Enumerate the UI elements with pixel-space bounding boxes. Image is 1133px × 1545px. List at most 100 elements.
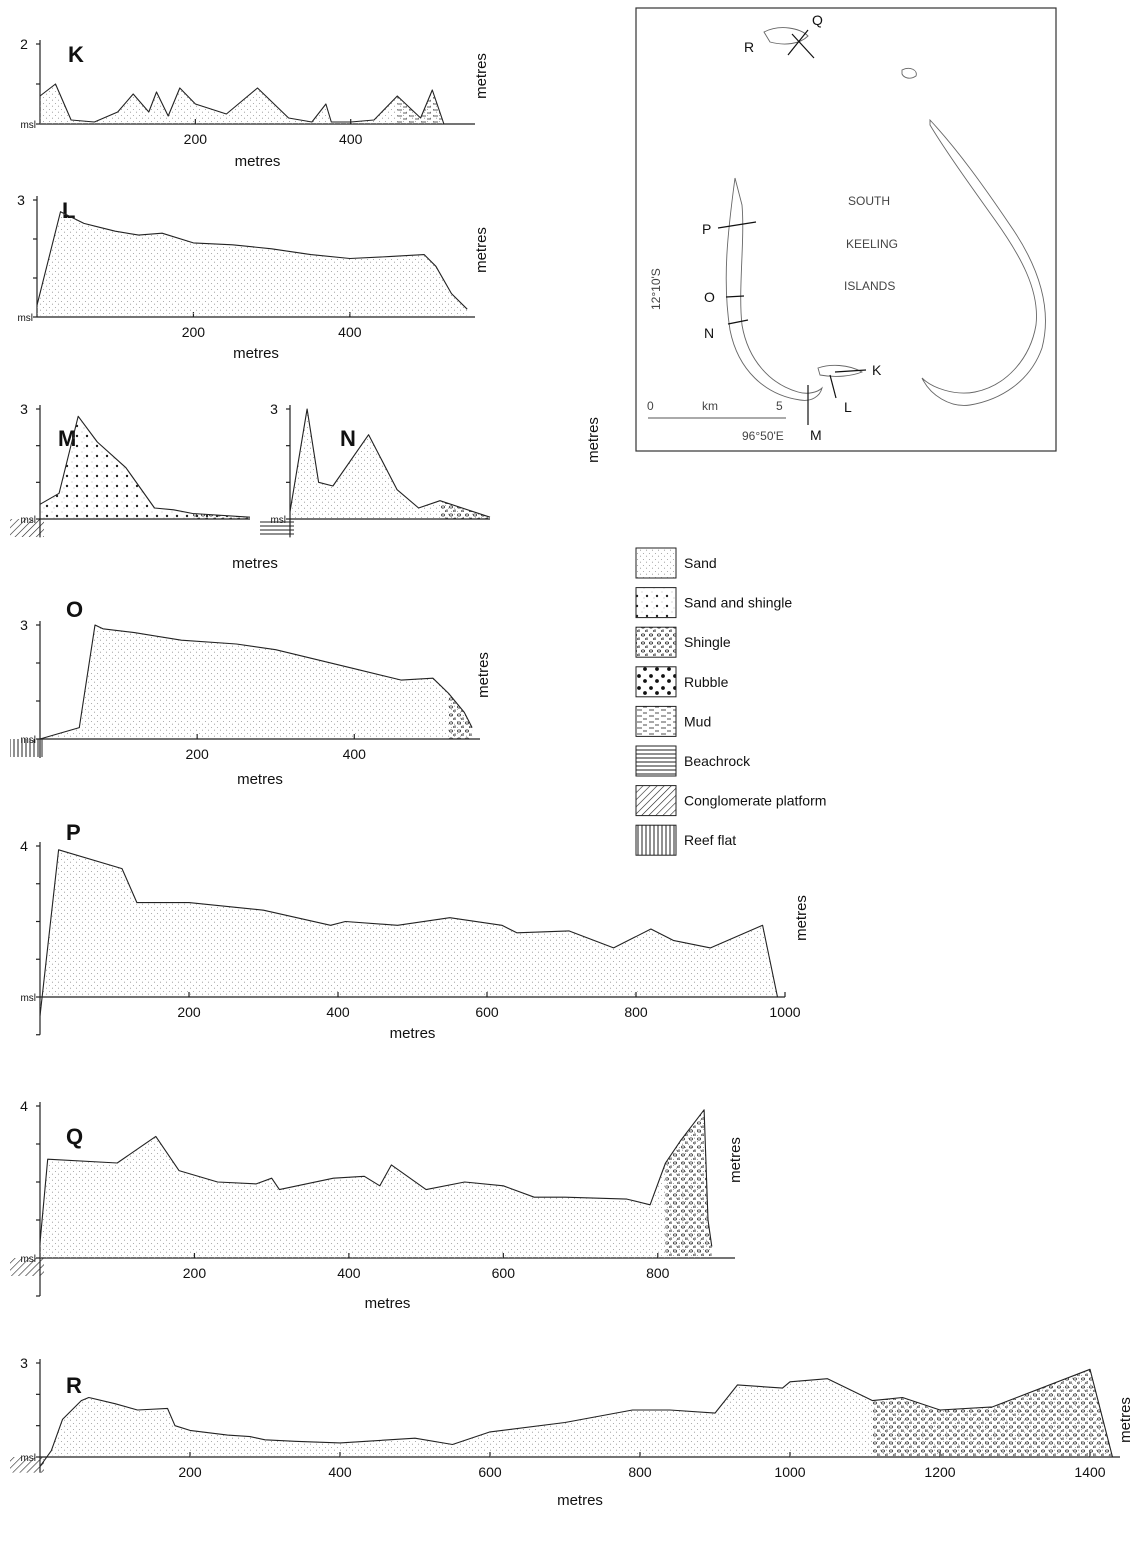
transect-label-m: M	[810, 427, 822, 443]
sediment-fill	[290, 409, 490, 519]
x-tick-label: 600	[478, 1464, 502, 1480]
legend-swatch	[635, 785, 677, 817]
x-axis-label: metres	[235, 153, 281, 170]
profile-letter: K	[68, 42, 84, 67]
legend-item-sand-shingle: Sand and shingle	[635, 587, 792, 619]
legend-swatch	[635, 705, 677, 737]
profile-n: 3mslmetresN	[260, 401, 602, 538]
substrate-fill	[10, 1258, 44, 1276]
y-tick-label: 3	[270, 401, 278, 417]
legend-label: Reef flat	[684, 832, 736, 848]
profile-line	[39, 415, 251, 518]
map-latitude: 12°10'S	[649, 268, 663, 310]
profile-p: 4 msl 200 400 600 800 1000 metres metres P	[20, 820, 810, 1042]
x-tick-label: 200	[178, 1464, 202, 1480]
legend-item-beachrock: Beachrock	[635, 745, 751, 777]
x-tick-label: 800	[628, 1464, 652, 1480]
map-scale-end: 5	[776, 399, 783, 413]
y-tick-label: 3	[20, 617, 28, 633]
legend-item-reef-flat: Reef flat	[635, 824, 736, 856]
profile-m: 3mslmetresM	[10, 401, 278, 572]
profile-letter: Q	[66, 1124, 83, 1149]
y-axis-label: metres	[585, 417, 602, 463]
substrate-fill	[10, 519, 44, 537]
transect-line-p	[717, 221, 757, 229]
sediment-fill-secondary	[397, 90, 444, 124]
sediment-fill	[40, 416, 250, 519]
map-island-outline	[817, 364, 864, 377]
map-island-outline	[725, 177, 823, 401]
transect-line-o	[725, 295, 745, 298]
transect-label-r: R	[744, 39, 754, 55]
legend-label: Mud	[684, 713, 711, 729]
x-axis-label: metres	[390, 1025, 436, 1042]
profile-line	[39, 1368, 1114, 1467]
legend-label: Shingle	[684, 634, 731, 650]
transect-label-o: O	[704, 289, 715, 305]
x-tick-label: 400	[343, 746, 367, 762]
substrate-fill	[260, 519, 294, 537]
sediment-fill-secondary	[665, 1109, 712, 1258]
sediment-fill	[40, 625, 473, 739]
sediment-fill	[37, 211, 468, 317]
transect-line-q	[787, 29, 809, 56]
legend: Sand Sand and shingle Shingle Rubble Mud Beac…	[635, 547, 826, 856]
legend-item-sand: Sand	[635, 547, 717, 579]
legend-label: Sand	[684, 555, 717, 571]
y-axis-label: metres	[475, 652, 492, 698]
map-island-outline	[921, 118, 1046, 406]
legend-item-mud: Mud	[635, 705, 711, 737]
profile-line	[36, 211, 468, 310]
legend-swatch	[635, 587, 677, 619]
y-tick-label: 3	[20, 401, 28, 417]
sediment-fill	[40, 84, 444, 124]
y-tick-label: 4	[20, 838, 28, 854]
x-tick-label: 800	[646, 1265, 670, 1281]
substrate-fill	[10, 739, 44, 757]
transect-label-k: K	[872, 362, 882, 378]
y-tick-label: 4	[20, 1098, 28, 1114]
profile-k: 2 msl 200 400 metres metres K	[20, 36, 490, 170]
x-tick-label: 400	[328, 1464, 352, 1480]
transect-line-n	[727, 319, 749, 325]
profile-letter: N	[340, 426, 356, 451]
sediment-fill-secondary	[448, 693, 473, 739]
profile-letter: P	[66, 820, 81, 845]
sediment-fill	[40, 849, 778, 1016]
x-tick-label: 800	[624, 1004, 648, 1020]
msl-label: msl	[17, 313, 33, 324]
x-tick-label: 400	[337, 1265, 361, 1281]
x-tick-label: 200	[183, 1265, 207, 1281]
y-axis-label: metres	[473, 227, 490, 273]
profile-q: 4msl200400600800metresmetresQ	[10, 1098, 744, 1312]
x-tick-label: 1000	[774, 1464, 805, 1480]
y-tick-label: 3	[20, 1355, 28, 1371]
transect-line-l	[829, 374, 837, 399]
profile-letter: R	[66, 1373, 82, 1398]
profile-line	[289, 408, 491, 518]
legend-swatch	[635, 745, 677, 777]
legend-label: Sand and shingle	[684, 595, 792, 611]
profile-r: 3msl200400600800100012001400metresmetres…	[10, 1355, 1133, 1509]
map-scale-start: 0	[647, 399, 654, 413]
map-longitude: 96°50'E	[742, 429, 784, 443]
x-tick-label: 1000	[769, 1004, 800, 1020]
msl-label: msl	[20, 993, 36, 1004]
y-axis-label: metres	[473, 53, 490, 99]
sediment-fill-secondary	[872, 1369, 1113, 1457]
legend-label: Rubble	[684, 674, 729, 690]
x-axis-label: metres	[237, 771, 283, 788]
profile-line	[39, 83, 445, 125]
y-axis-label: metres	[727, 1137, 744, 1183]
x-tick-label: 400	[326, 1004, 350, 1020]
profile-o: 3msl200400metresmetresO	[10, 597, 492, 788]
substrate-fill	[10, 1457, 44, 1473]
map-frame	[635, 7, 1057, 452]
y-axis-label: metres	[1117, 1397, 1133, 1443]
transect-line-q-b	[791, 33, 815, 59]
profile-letter: O	[66, 597, 83, 622]
x-tick-label: 600	[492, 1265, 516, 1281]
x-axis-label: metres	[233, 345, 279, 362]
